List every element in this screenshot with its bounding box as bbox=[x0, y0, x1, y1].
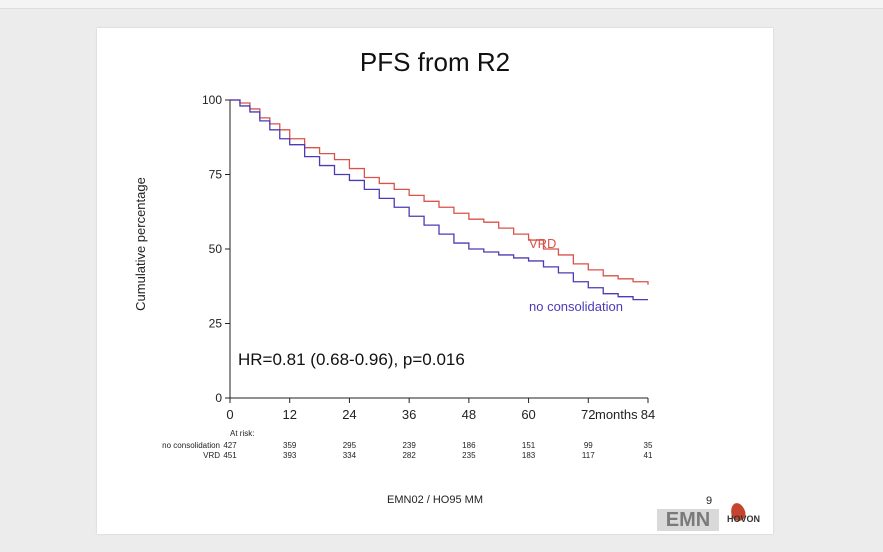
x-tick-label: 36 bbox=[402, 407, 416, 422]
vrd-curve bbox=[230, 99, 649, 285]
slide-title: PFS from R2 bbox=[359, 47, 511, 77]
hovon-logo-text: HOVON bbox=[727, 514, 761, 524]
chart-lines bbox=[230, 99, 649, 301]
at-risk-value: 117 bbox=[582, 451, 595, 460]
no-consolidation-curve bbox=[230, 99, 648, 301]
at-risk-value: 35 bbox=[644, 441, 653, 450]
at-risk-value: 41 bbox=[644, 451, 653, 460]
chart-axes: 0 25 50 75 100 0 12 24 36 48 60 72 84 bbox=[202, 93, 655, 422]
at-risk-value: 427 bbox=[223, 441, 237, 450]
at-risk-value: 239 bbox=[402, 441, 416, 450]
x-tick-label: 72 bbox=[581, 407, 595, 422]
at-risk-value: 295 bbox=[343, 441, 357, 450]
at-risk-value: 235 bbox=[462, 451, 476, 460]
x-tick-label: 84 bbox=[641, 407, 655, 422]
slide-footer: EMN02 / HO95 MM bbox=[387, 494, 483, 506]
at-risk-value: 334 bbox=[343, 451, 357, 460]
x-tick-label: 12 bbox=[282, 407, 296, 422]
presentation-slide: PFS from R2 0 25 50 75 100 0 12 24 36 48 60 72 84 mo… bbox=[97, 28, 773, 534]
at-risk-value: 151 bbox=[522, 441, 536, 450]
at-risk-value: 393 bbox=[283, 451, 297, 460]
page-number: 9 bbox=[706, 495, 713, 507]
series-label-vrd: VRD bbox=[529, 236, 556, 251]
hr-annotation: HR=0.81 (0.68-0.96), p=0.016 bbox=[238, 350, 465, 369]
at-risk-value: 451 bbox=[223, 451, 237, 460]
emn-logo: EMN bbox=[657, 509, 719, 531]
browser-top-bar bbox=[0, 0, 883, 9]
x-axis-label: months bbox=[595, 407, 638, 422]
at-risk-value: 186 bbox=[462, 441, 476, 450]
at-risk-value: 183 bbox=[522, 451, 536, 460]
y-tick-label: 50 bbox=[209, 242, 223, 256]
y-axis-label: Cumulative percentage bbox=[133, 177, 148, 311]
y-tick-label: 0 bbox=[215, 391, 222, 405]
x-tick-label: 60 bbox=[521, 407, 535, 422]
at-risk-row-label: VRD bbox=[203, 451, 220, 460]
hovon-logo: HOVON bbox=[725, 501, 775, 531]
x-tick-label: 48 bbox=[462, 407, 476, 422]
at-risk-row-label: no consolidation bbox=[162, 441, 220, 450]
chart-labels: months Cumulative percentage VRD no consoli… bbox=[133, 177, 638, 422]
x-tick-label: 0 bbox=[226, 407, 233, 422]
km-chart: 0 25 50 75 100 0 12 24 36 48 60 72 84 months Cumulati… bbox=[133, 93, 655, 460]
y-tick-label: 75 bbox=[209, 168, 223, 182]
x-tick-label: 24 bbox=[342, 407, 356, 422]
series-label-no-consolidation: no consolidation bbox=[529, 299, 623, 314]
at-risk-value: 359 bbox=[283, 441, 297, 450]
at-risk-header: At risk: bbox=[230, 429, 254, 438]
y-tick-label: 100 bbox=[202, 93, 222, 107]
at-risk-table: At risk: no consolidation 427 359 295 239 186 1… bbox=[162, 429, 653, 460]
y-tick-label: 25 bbox=[209, 317, 223, 331]
at-risk-value: 99 bbox=[584, 441, 593, 450]
at-risk-value: 282 bbox=[402, 451, 416, 460]
